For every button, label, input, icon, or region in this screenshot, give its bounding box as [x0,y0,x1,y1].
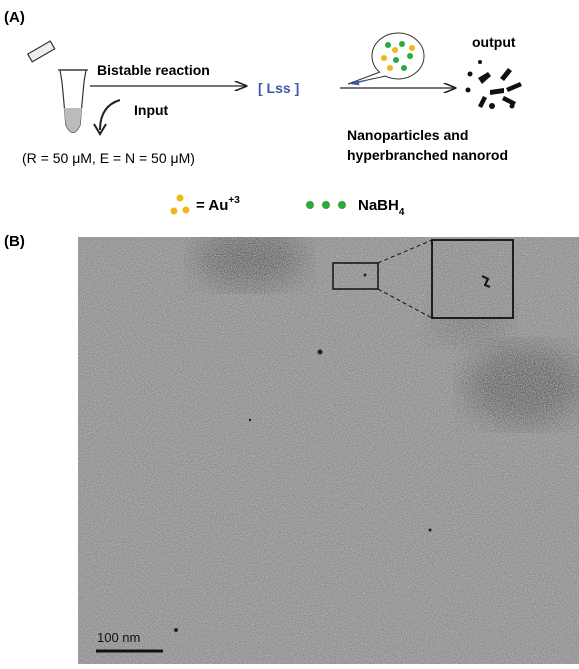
borohydride-legend: NaBH4 [306,197,405,218]
tube-icon [28,41,88,132]
legend-text: NaBH [358,197,399,214]
state-label: [ Lss ] [258,80,299,96]
legend-text: = Au [196,197,228,214]
gold-legend: = Au+3 [171,195,241,215]
inset [432,240,513,318]
panel-label: (A) [4,9,25,26]
output-label: output [472,34,516,50]
reaction-label: Bistable reaction [97,62,210,78]
scale-bar-label: 100 nm [97,630,140,645]
nanorod-icon [466,60,523,109]
legend-superscript: +3 [228,195,240,206]
legend-subscript: 4 [399,207,405,218]
figure: (A) Bistable reaction Input (R = 50 μM, … [0,0,579,664]
panel-label: (B) [4,233,25,250]
input-label: Input [134,102,169,118]
svg-text:= Au+3: = Au+3 [196,195,240,214]
reagent-bubble [348,33,424,84]
svg-text:NaBH4: NaBH4 [358,197,405,218]
conditions: (R = 50 μM, E = N = 50 μM) [22,150,195,166]
product-line: hyperbranched nanorod [347,147,508,163]
product-line: Nanoparticles and [347,127,468,143]
input-arrow [100,100,120,130]
